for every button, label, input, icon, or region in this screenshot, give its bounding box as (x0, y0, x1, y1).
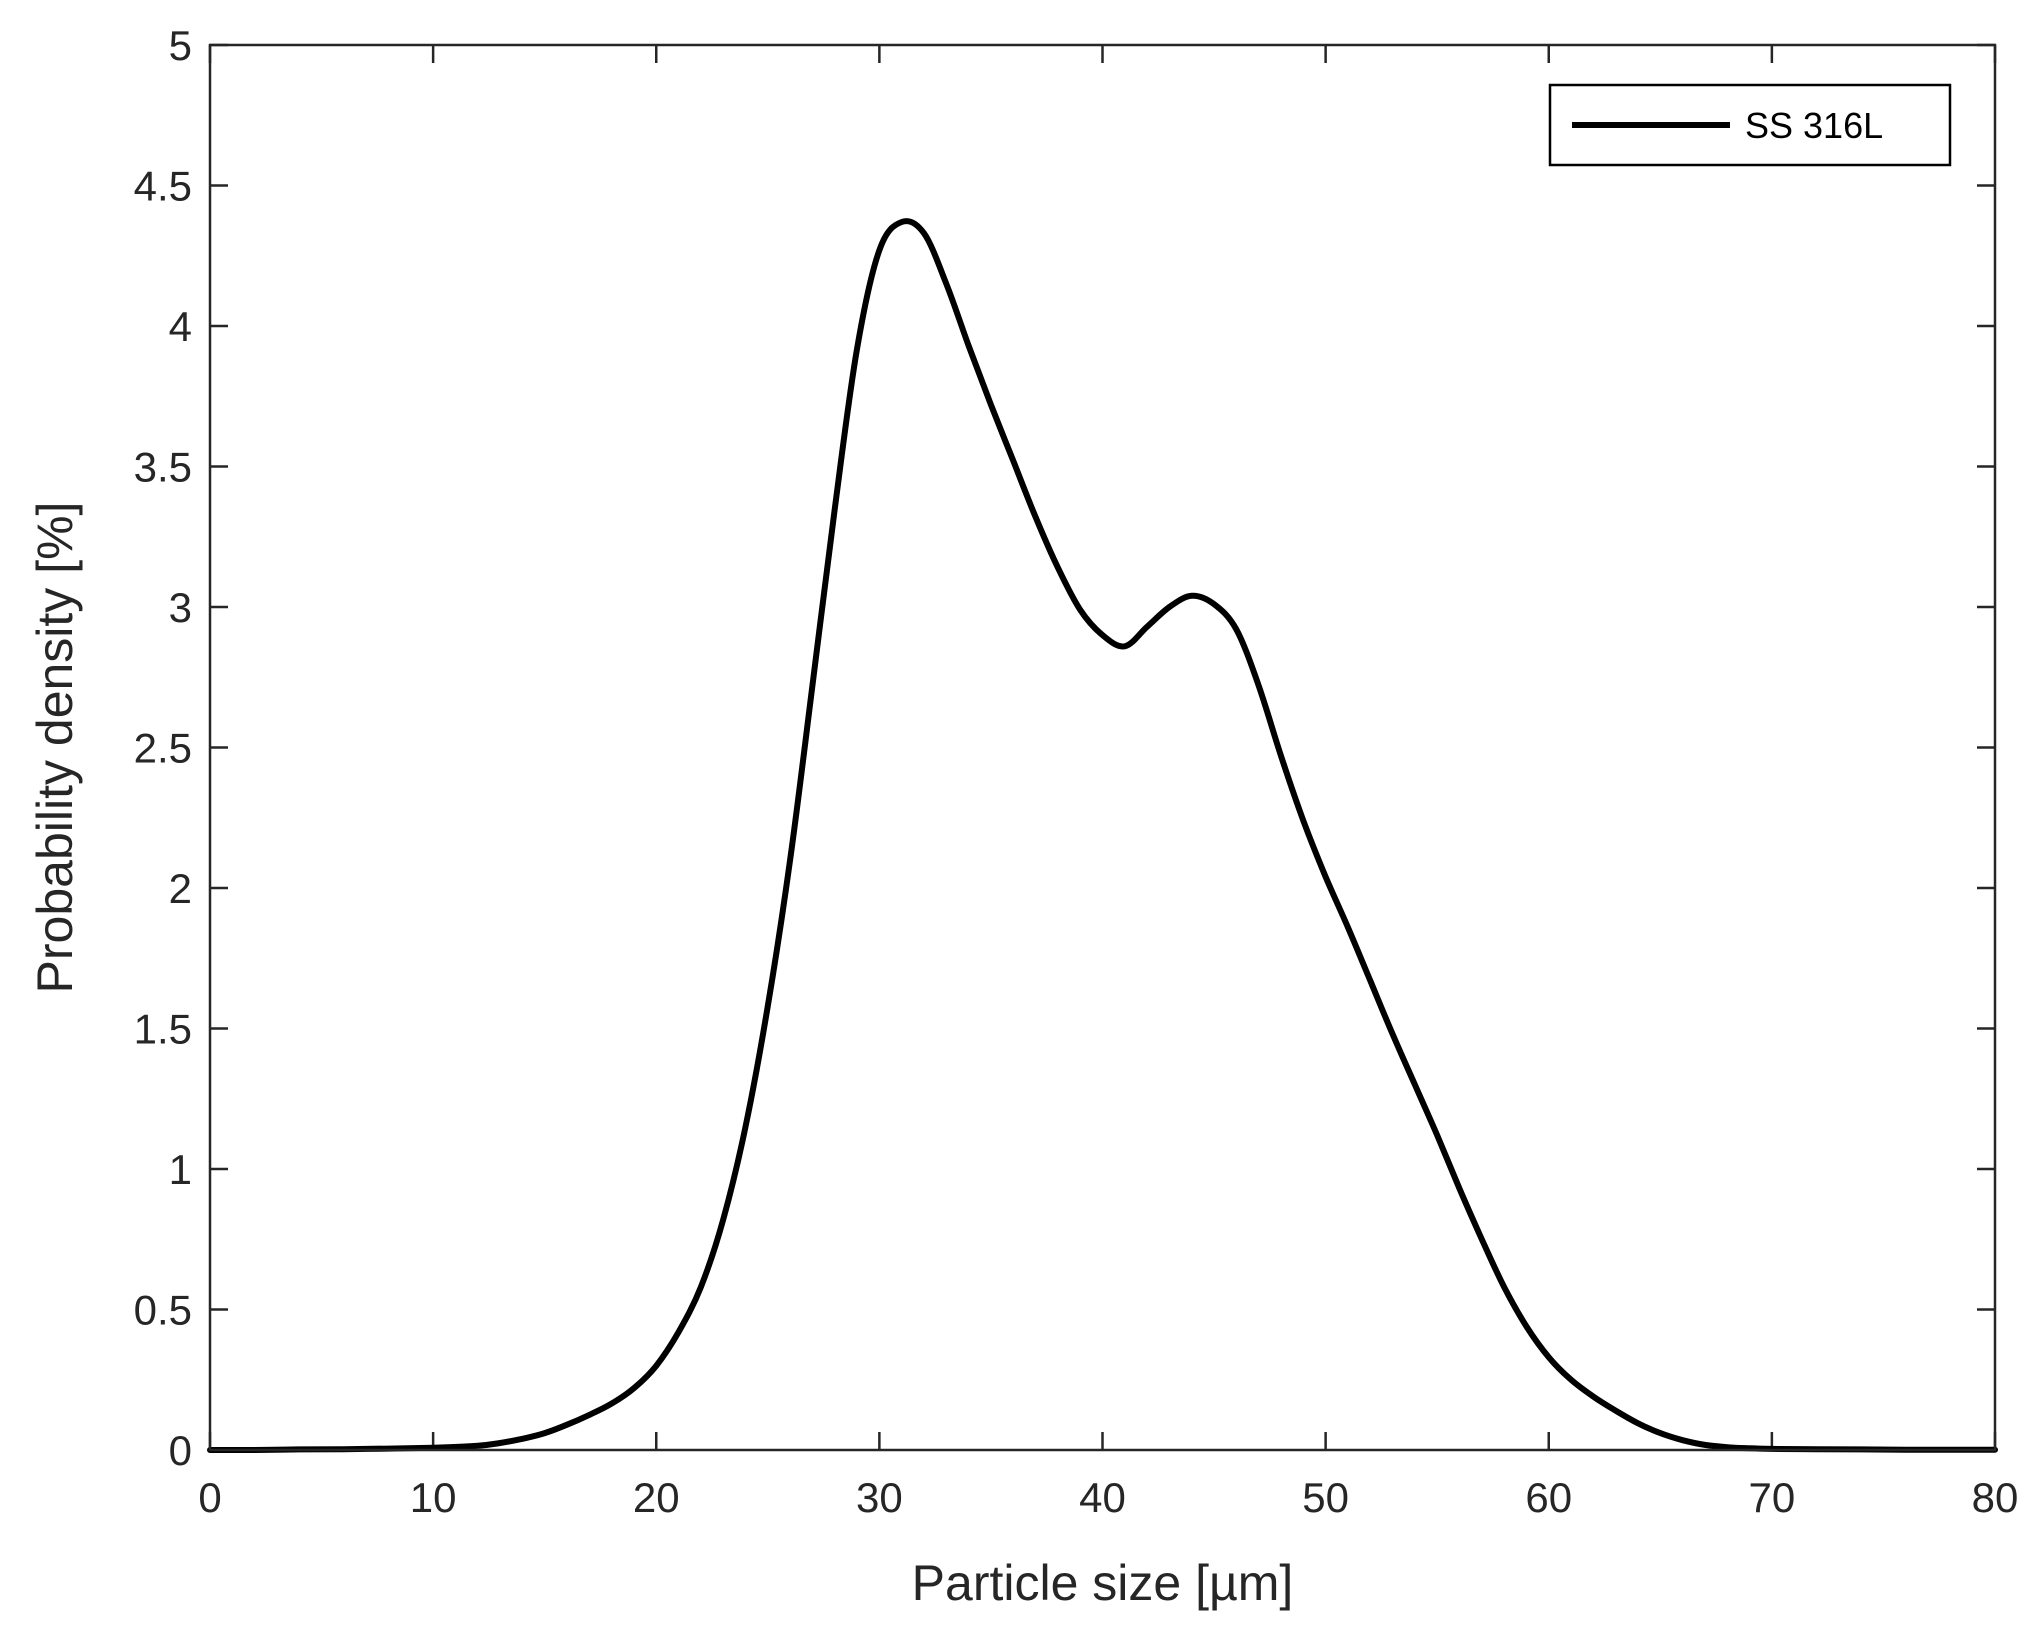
ticks-layer: 0 10 20 30 40 50 60 70 80 0 0.5 1 1.5 2 2.5 3 3.5 4 4.5 5 (134, 22, 2019, 1521)
series-line-ss-316l (207, 218, 1998, 1454)
y-tick-label: 1.5 (134, 1006, 192, 1053)
x-tick-label: 50 (1302, 1474, 1349, 1521)
legend: SS 316L (1548, 83, 1952, 167)
x-tick-label: 0 (198, 1474, 221, 1521)
y-tick-label: 4 (169, 303, 192, 350)
x-axis-label: Particle size [µm] (912, 1555, 1294, 1611)
y-tick-label: 3 (169, 584, 192, 631)
x-tick-label: 80 (1972, 1474, 2019, 1521)
y-tick-label: 0.5 (134, 1287, 192, 1334)
y-tick-label: 1 (169, 1146, 192, 1193)
legend-entry-ss-316l: SS 316L (1745, 105, 1883, 146)
x-tick-label: 20 (633, 1474, 680, 1521)
x-tick-label: 30 (856, 1474, 903, 1521)
y-tick-label: 2.5 (134, 725, 192, 772)
x-tick-label: 10 (410, 1474, 457, 1521)
x-tick-label: 60 (1525, 1474, 1572, 1521)
y-tick-label: 3.5 (134, 444, 192, 491)
y-tick-label: 0 (169, 1427, 192, 1474)
y-axis-label: Probability density [%] (27, 502, 83, 994)
plot-area-frame (208, 43, 1997, 1452)
x-tick-label: 70 (1749, 1474, 1796, 1521)
y-tick-label: 4.5 (134, 163, 192, 210)
y-tick-label: 2 (169, 865, 192, 912)
y-tick-label: 5 (169, 22, 192, 69)
x-tick-label: 40 (1079, 1474, 1126, 1521)
